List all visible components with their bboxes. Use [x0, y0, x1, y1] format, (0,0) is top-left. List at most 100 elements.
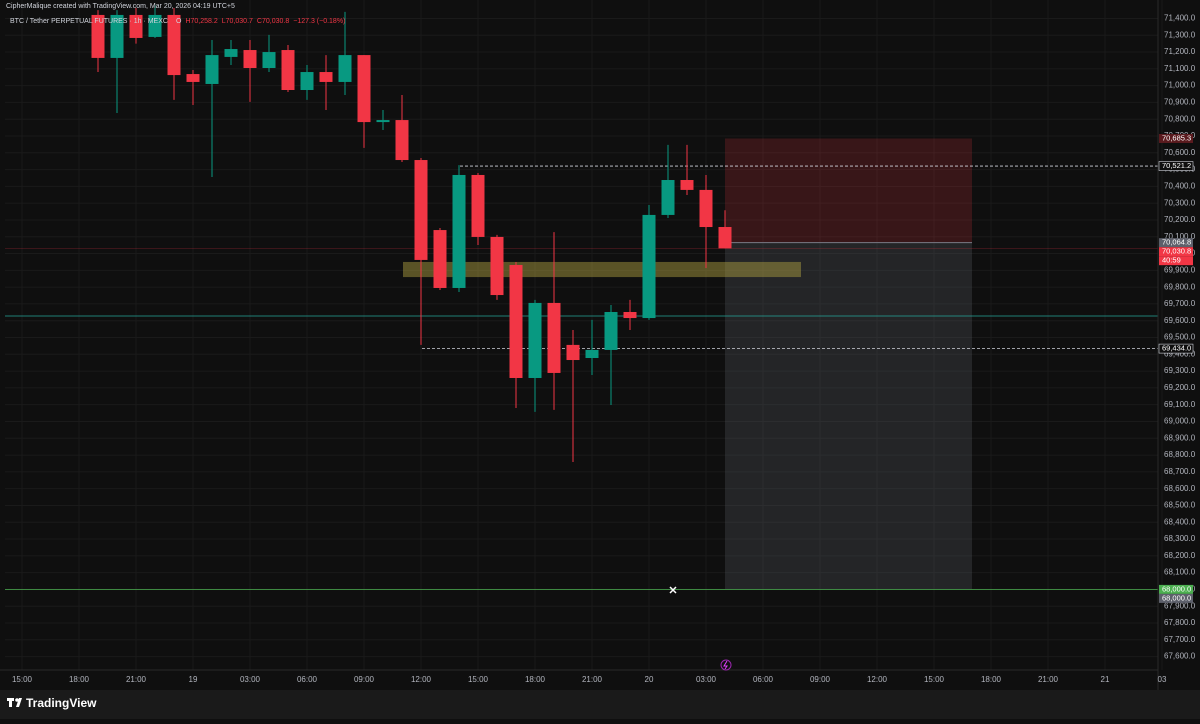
y-tick-label: 69,200.0	[1164, 383, 1196, 392]
y-tick-label: 69,600.0	[1164, 316, 1196, 325]
symbol: BTC / Tether PERPETUAL FUTURES · 1h · ME…	[10, 18, 168, 25]
price-label-box	[1159, 584, 1193, 594]
price-label-box	[1159, 593, 1193, 603]
grid	[5, 0, 1163, 670]
y-tick-label: 68,500.0	[1164, 501, 1196, 510]
y-tick-label: 70,600.0	[1164, 148, 1196, 157]
ohlc-value: −127.3 (−0.18%)	[293, 18, 345, 25]
y-tick-label: 67,700.0	[1164, 635, 1196, 644]
y-tick-label: 68,800.0	[1164, 450, 1196, 459]
watermark: CipherMalique created with TradingView.c…	[6, 3, 235, 10]
x-tick-label: 06:00	[753, 675, 774, 684]
price-label: 70,064.8	[1162, 238, 1191, 247]
target-zone	[725, 242, 972, 590]
candle-body	[699, 189, 713, 228]
candle-body	[604, 311, 618, 350]
candle-body	[148, 14, 162, 37]
y-tick-label: 69,800.0	[1164, 282, 1196, 291]
candle-body	[186, 74, 200, 82]
x-tick-label: 21:00	[1038, 675, 1059, 684]
x-tick-label: 15:00	[924, 675, 945, 684]
candle-body	[566, 344, 580, 361]
x-tick-label: 18:00	[69, 675, 90, 684]
candle-body	[224, 49, 238, 57]
candle-body	[129, 14, 143, 38]
candle-body	[471, 174, 485, 237]
brand: TradingView	[26, 696, 97, 710]
x-tick-label: 21:00	[582, 675, 603, 684]
y-tick-label: 69,500.0	[1164, 333, 1196, 342]
candle-body	[376, 120, 390, 123]
ohlc-value: H70,258.2	[185, 18, 217, 25]
x-tick-label: 03	[1158, 675, 1167, 684]
x-tick-label: 15:00	[468, 675, 489, 684]
x-tick-label: 21:00	[126, 675, 147, 684]
y-tick-label: 67,600.0	[1164, 652, 1196, 661]
candle-body	[623, 311, 637, 319]
x-tick-label: 15:00	[12, 675, 33, 684]
price-label-box	[1159, 247, 1193, 257]
price-label: 69,434.0	[1162, 344, 1191, 353]
candle-body	[661, 180, 675, 215]
ohlc-value: L70,030.7	[222, 18, 253, 25]
y-tick-label: 68,700.0	[1164, 467, 1196, 476]
y-tick-label: 68,200.0	[1164, 551, 1196, 560]
y-tick-label: 68,100.0	[1164, 568, 1196, 577]
price-label-box	[1158, 161, 1194, 171]
y-tick-label: 70,200.0	[1164, 215, 1196, 224]
cross-marker	[669, 586, 677, 594]
x-tick-label: 18:00	[981, 675, 1002, 684]
x-tick-label: 18:00	[525, 675, 546, 684]
x-tick-label: 06:00	[297, 675, 318, 684]
y-tick-label: 68,600.0	[1164, 484, 1196, 493]
y-tick-label: 70,400.0	[1164, 182, 1196, 191]
y-tick-label: 69,400.0	[1164, 349, 1196, 358]
price-label: 68,000.0	[1162, 584, 1191, 593]
candle-body	[110, 14, 124, 58]
x-tick-label: 12:00	[411, 675, 432, 684]
candle-body	[528, 302, 542, 378]
candle-body	[433, 230, 447, 288]
y-tick-label: 69,300.0	[1164, 366, 1196, 375]
y-tick-label: 70,100.0	[1164, 232, 1196, 241]
candle-body	[680, 180, 694, 190]
price-label: 70,685.3	[1162, 133, 1191, 142]
alert-icon	[720, 659, 732, 671]
y-tick-label: 70,300.0	[1164, 198, 1196, 207]
candle-body	[300, 72, 314, 91]
y-tick-label: 68,400.0	[1164, 517, 1196, 526]
y-tick-label: 68,900.0	[1164, 433, 1196, 442]
plot	[5, 5, 1158, 590]
ohlc-value: C70,030.8	[257, 18, 289, 25]
y-tick-label: 69,100.0	[1164, 400, 1196, 409]
candle-body	[205, 55, 219, 84]
y-tick-label: 67,900.0	[1164, 601, 1196, 610]
candle-body	[395, 120, 409, 161]
candle-body	[547, 302, 561, 373]
price-label-box	[1158, 343, 1194, 354]
y-tick-label: 70,900.0	[1164, 98, 1196, 107]
y-tick-label: 71,000.0	[1164, 81, 1196, 90]
candle-body	[281, 50, 295, 91]
x-tick-label: 09:00	[810, 675, 831, 684]
footer	[0, 690, 1200, 719]
y-tick-label: 71,200.0	[1164, 47, 1196, 56]
candle-body	[452, 174, 466, 288]
candle-body	[338, 55, 352, 82]
countdown-box	[1159, 256, 1193, 266]
axes: 67,600.067,700.067,800.067,900.068,000.0…	[12, 14, 1196, 685]
candle-body	[167, 14, 181, 76]
y-tick-label: 67,800.0	[1164, 618, 1196, 627]
y-tick-label: 70,800.0	[1164, 114, 1196, 123]
price-label: 68,000.0	[1162, 593, 1191, 602]
ohlc-value: O	[176, 18, 182, 25]
candle-body	[585, 349, 599, 359]
y-tick-label: 71,300.0	[1164, 30, 1196, 39]
x-tick-label: 03:00	[696, 675, 717, 684]
y-tick-label: 71,100.0	[1164, 64, 1196, 73]
stop-zone	[725, 138, 972, 243]
candle-body	[91, 14, 105, 58]
candle-body	[357, 55, 371, 123]
